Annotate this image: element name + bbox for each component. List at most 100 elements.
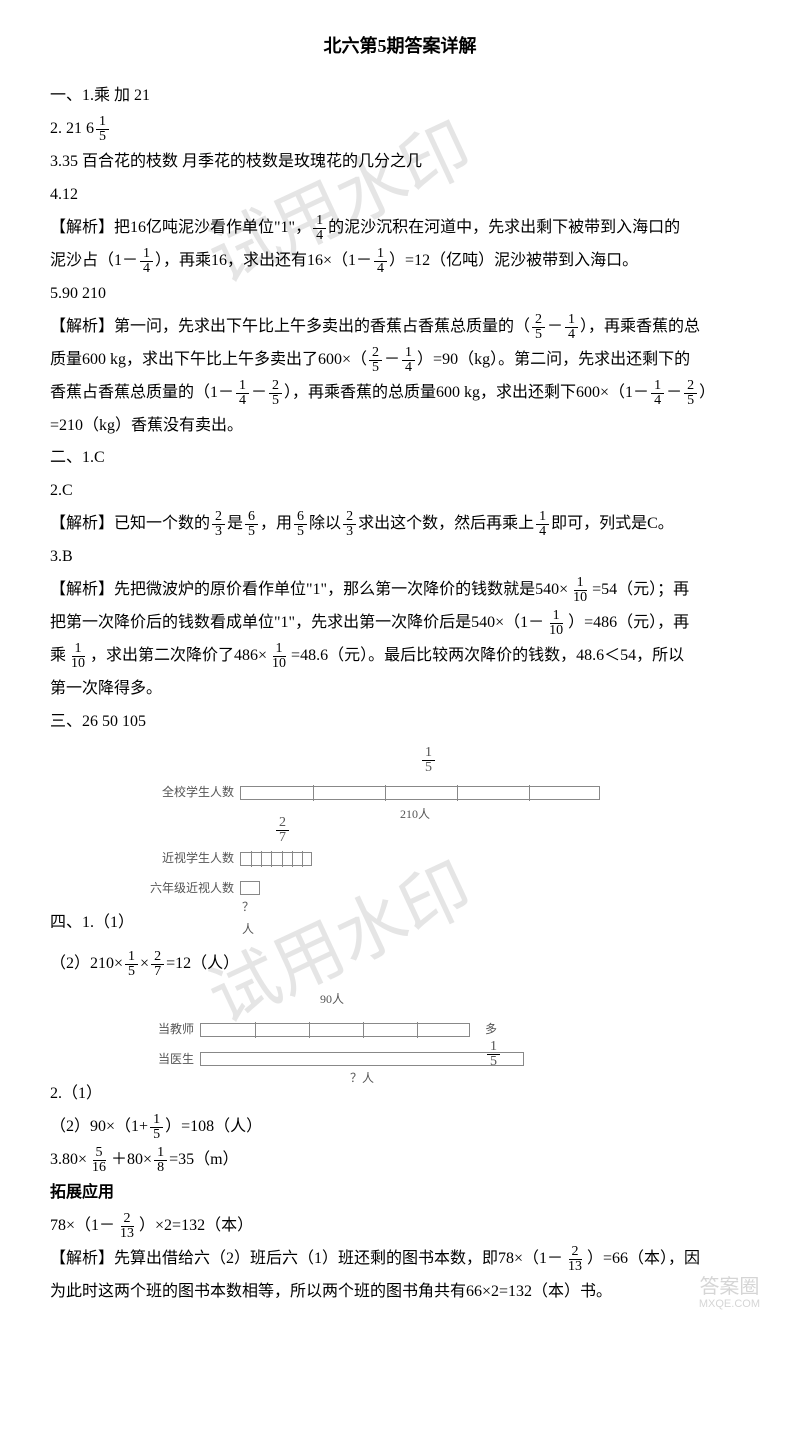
fraction: 14 [651,379,664,408]
answer-line: （2）90×（1+ 15 ）=108（人） [50,1113,750,1142]
answer-line: （2）210× 15 × 27 =12（人） [50,950,750,979]
fraction: 25 [684,379,697,408]
explanation-line: 质量600 kg，求出下午比上午多卖出了600×（ 25 － 14 ）=90（k… [50,346,750,375]
diag-frac-num: 1 [422,746,435,761]
fraction: 15 [96,115,109,144]
text: 78×（1－ [50,1212,115,1241]
explanation-line: 泥沙占（1－ 14 ），再乘16，求出还有16×（1－ 14 ）=12（亿吨）泥… [50,247,750,276]
text: 【解析】先算出借给六（2）班后六（1）班还剩的图书本数，即78×（1－ [50,1245,563,1274]
text: 除以 [309,510,341,539]
bar-label: 全校学生人数 [150,782,240,804]
bar-label: 六年级近视人数 [150,878,240,900]
text: － [547,313,563,342]
explanation-line: 【解析】第一问，先求出下午比上午多卖出的香蕉占香蕉总质量的（ 25 － 14 ）… [50,313,750,342]
text: 乘 [50,642,66,671]
answer-line: 2.C [50,477,750,506]
explanation-line: 【解析】先把微波炉的原价看作单位"1"，那么第一次降价的钱数就是540× 110… [50,576,750,605]
text: ）=486（元），再 [568,609,689,638]
text: 【解析】把16亿吨泥沙看作单位"1"， [50,214,311,243]
diag-frac-den: 5 [422,761,435,775]
fraction: 14 [374,247,387,276]
fraction: 15 [150,1113,163,1142]
section-title: 拓展应用 [50,1179,750,1208]
fraction: 14 [402,346,415,375]
fraction: 14 [565,313,578,342]
text: 2. 21 6 [50,115,94,144]
text: 质量600 kg，求出下午比上午多卖出了600×（ [50,346,367,375]
fraction: 25 [532,313,545,342]
explanation-line: 第一次降得多。 [50,675,750,704]
fraction: 15 [125,950,138,979]
text: － [251,379,267,408]
fraction: 110 [269,642,289,671]
text: ）=90（kg）。第二问，先求出还剩下的 [417,346,690,375]
answer-line: 一、1.乘 加 21 [50,82,750,111]
text: ）×2=132（本） [139,1212,253,1241]
explanation-line: =210（kg）香蕉没有卖出。 [50,412,750,441]
text: （2）90×（1+ [50,1113,148,1142]
answer-line: 2.（1） [50,1080,750,1109]
text: × [140,950,149,979]
text: 香蕉占香蕉总质量的（1－ [50,379,234,408]
answer-line: 3.35 百合花的枝数 月季花的枝数是玫瑰花的几分之几 [50,148,750,177]
explanation-line: 【解析】已知一个数的 23 是 65 ，用 65 除以 23 求出这个数，然后再… [50,510,750,539]
text: － [384,346,400,375]
text: =35（m） [169,1146,238,1175]
fraction: 110 [570,576,590,605]
fraction: 213 [565,1245,585,1274]
fraction: 213 [117,1212,137,1241]
answer-line: 二、1.C [50,444,750,473]
answer-line: 3.B [50,543,750,572]
text: 3.80× [50,1146,87,1175]
explanation-line: 把第一次降价后的钱数看成单位"1"，先求出第一次降价后是540×（1－ 110 … [50,609,750,638]
page-title: 北六第5期答案详解 [50,30,750,62]
fraction: 18 [154,1146,167,1175]
answer-line: 3.80× 516 ＋80× 18 =35（m） [50,1146,750,1175]
text: － [666,379,682,408]
fraction: 23 [212,510,225,539]
text: ）=108（人） [165,1113,262,1142]
fraction: 65 [294,510,307,539]
text: ，求出第二次降价了486× [90,642,267,671]
answer-line: 2. 21 6 15 [50,115,750,144]
fraction: 516 [89,1146,109,1175]
fraction: 27 [151,950,164,979]
diag-frac-den: 7 [276,831,289,845]
text: ）=12（亿吨）泥沙被带到入海口。 [389,247,638,276]
text: ）=66（本），因 [587,1245,700,1274]
text: ） [699,379,715,408]
bar-label: 当医生 [110,1049,200,1071]
answer-line: 三、26 50 105 [50,708,750,737]
answer-line: 4.12 [50,181,750,210]
answer-line: 78×（1－ 213 ）×2=132（本） [50,1212,750,1241]
text: 【解析】先把微波炉的原价看作单位"1"，那么第一次降价的钱数就是540× [50,576,568,605]
text: ＋80× [111,1146,152,1175]
fraction: 65 [245,510,258,539]
fraction: 110 [546,609,566,638]
bar-diagram-1: 15 全校学生人数 210人 27 近视学生人数 [150,746,650,899]
text: 【解析】已知一个数的 [50,510,210,539]
explanation-line: 香蕉占香蕉总质量的（1－ 14 － 25 ），再乘香蕉的总质量600 kg，求出… [50,379,750,408]
text: 泥沙占（1－ [50,247,138,276]
text: ，用 [260,510,292,539]
document-content: 北六第5期答案详解 一、1.乘 加 21 2. 21 6 15 3.35 百合花… [50,30,750,1307]
diag-frac-num: 2 [276,816,289,831]
explanation-line: 乘 110 ，求出第二次降价了486× 110 =48.6（元）。最后比较两次降… [50,642,750,671]
text: 【解析】第一问，先求出下午比上午多卖出的香蕉占香蕉总质量的（ [50,313,530,342]
explanation-line: 【解析】先算出借给六（2）班后六（1）班还剩的图书本数，即78×（1－ 213 … [50,1245,750,1274]
explanation-line: 【解析】把16亿吨泥沙看作单位"1"， 14 的泥沙沉积在河道中，先求出剩下被带… [50,214,750,243]
answer-line: 5.90 210 [50,280,750,309]
bar-diagram-2: 90人 当教师 多 15 当医生 ？人 [110,989,610,1070]
text: 的泥沙沉积在河道中，先求出剩下被带到入海口的 [328,214,680,243]
bar-label: 当教师 [110,1019,200,1041]
text: =48.6（元）。最后比较两次降价的钱数，48.6＜54，所以 [291,642,684,671]
text: 多 [485,1022,497,1036]
diag-note: ？人 [350,1068,374,1090]
fraction: 14 [236,379,249,408]
text: 把第一次降价后的钱数看成单位"1"，先求出第一次降价后是540×（1－ [50,609,544,638]
text: 是 [227,510,243,539]
text: ），再乘16，求出还有16×（1－ [155,247,372,276]
text: ），再乘香蕉的总 [580,313,700,342]
fraction: 23 [343,510,356,539]
fraction: 14 [313,214,326,243]
